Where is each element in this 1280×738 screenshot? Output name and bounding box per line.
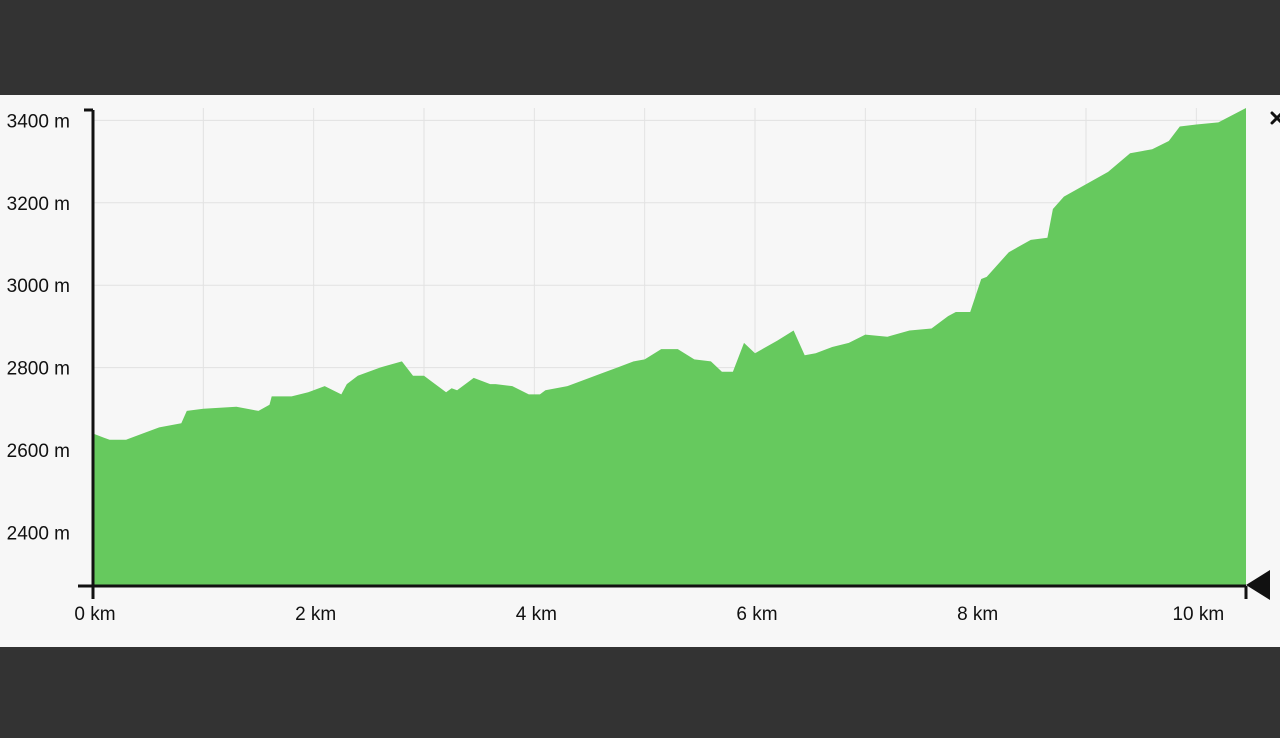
- y-tick-label: 2800 m: [7, 359, 70, 380]
- axes-layer: [78, 108, 1248, 599]
- y-tick-label: 3000 m: [7, 276, 70, 297]
- x-tick-label: 6 km: [736, 604, 777, 625]
- elevation-profile-panel: 0 km 2 km 4 km 6 km 8 km 10 km 2400 m 2600 m 280…: [0, 95, 1280, 647]
- tick-labels: 0 km 2 km 4 km 6 km 8 km 10 km 2400 m 2600 m 280…: [7, 111, 1225, 625]
- x-tick-label: 2 km: [295, 604, 336, 625]
- y-tick-label: 3400 m: [7, 111, 70, 132]
- close-icon[interactable]: [1270, 111, 1280, 125]
- bottom-frame: [0, 647, 1280, 738]
- y-tick-label: 2600 m: [7, 441, 70, 462]
- y-tick-label: 2400 m: [7, 523, 70, 544]
- top-frame: [0, 0, 1280, 95]
- y-tick-label: 3200 m: [7, 194, 70, 215]
- x-tick-label: 4 km: [516, 604, 557, 625]
- x-tick-label: 8 km: [957, 604, 998, 625]
- x-tick-label: 0 km: [74, 604, 115, 625]
- triangle-marker-icon[interactable]: [1246, 570, 1270, 600]
- elevation-area: [93, 108, 1246, 586]
- x-tick-label: 10 km: [1172, 604, 1224, 625]
- elevation-chart: 0 km 2 km 4 km 6 km 8 km 10 km 2400 m 2600 m 280…: [7, 108, 1280, 625]
